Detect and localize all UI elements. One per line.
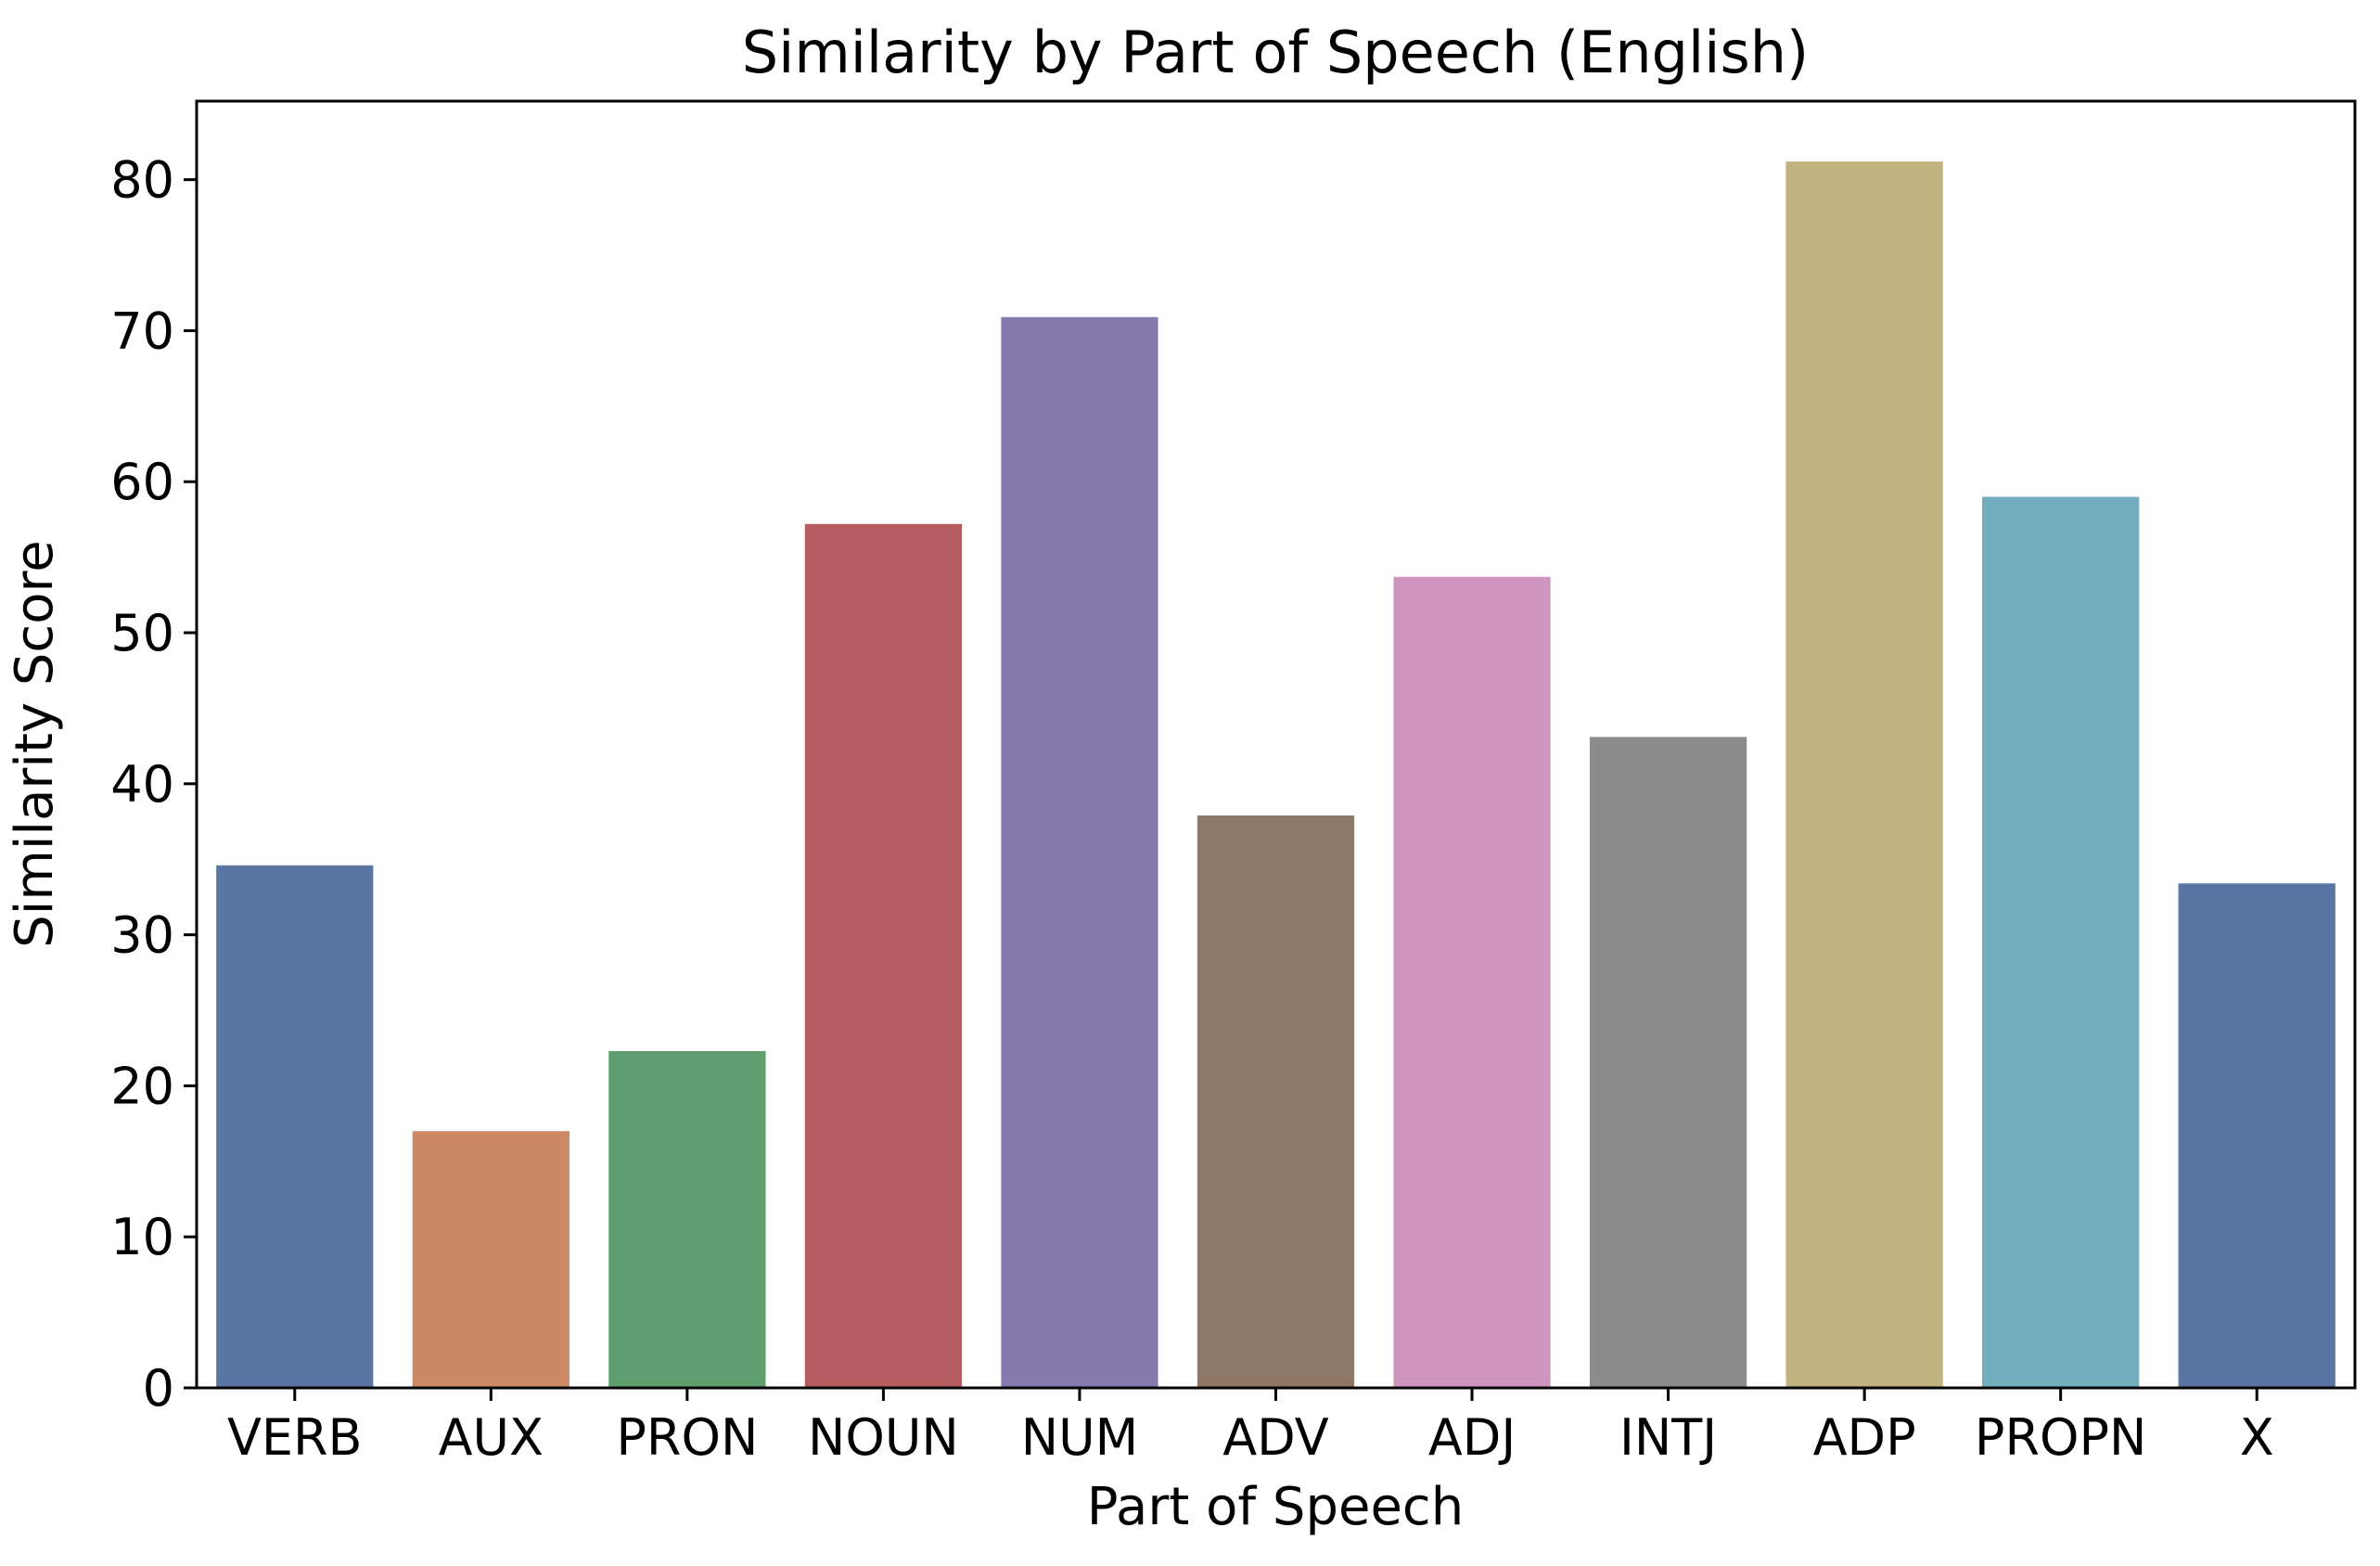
bar-adj <box>1393 576 1551 1388</box>
bar-pron <box>608 1050 766 1388</box>
x-tick-label: PROPN <box>1975 1408 2147 1467</box>
bar-num <box>1001 316 1158 1388</box>
x-tick-label: X <box>2240 1408 2274 1467</box>
bar-verb <box>216 865 374 1388</box>
y-tick-label: 30 <box>110 906 174 965</box>
bars-layer <box>216 161 2335 1388</box>
x-tick-label: VERB <box>227 1408 363 1467</box>
y-tick-label: 40 <box>110 755 174 814</box>
x-tick-label: INTJ <box>1619 1408 1717 1467</box>
y-tick-label: 20 <box>110 1057 174 1115</box>
x-tick-label: PRON <box>616 1408 758 1467</box>
bar-adv <box>1196 815 1355 1388</box>
bar-aux <box>412 1131 569 1388</box>
bar-adp <box>1785 161 1943 1388</box>
x-tick-label: ADV <box>1222 1408 1329 1467</box>
x-axis: VERB AUX PRON NOUN NUM ADV ADJ INTJ ADP PROPN X <box>227 1388 2274 1467</box>
bar-intj <box>1589 737 1747 1388</box>
y-axis-label: Similarity Score <box>5 540 65 947</box>
x-tick-label: AUX <box>439 1408 544 1467</box>
y-tick-label: 80 <box>110 151 174 210</box>
bar-noun <box>804 523 963 1388</box>
y-axis: 0 10 20 30 40 50 60 70 80 <box>110 151 197 1418</box>
plot-frame <box>195 99 2357 1390</box>
x-axis-label: Part of Speech <box>1087 1477 1464 1537</box>
x-tick-label: NUM <box>1021 1408 1139 1467</box>
y-tick-label: 50 <box>110 604 174 662</box>
y-tick-label: 0 <box>143 1359 174 1418</box>
bar-propn <box>1982 496 2140 1388</box>
chart-title: Similarity by Part of Speech (English) <box>742 19 1810 86</box>
y-tick-label: 70 <box>110 302 174 360</box>
x-tick-label: ADJ <box>1428 1408 1516 1467</box>
y-tick-label: 10 <box>110 1208 174 1266</box>
bar-x <box>2178 883 2335 1388</box>
x-tick-label: ADP <box>1813 1408 1916 1467</box>
y-tick-label: 60 <box>110 453 174 511</box>
x-tick-label: NOUN <box>808 1408 959 1467</box>
